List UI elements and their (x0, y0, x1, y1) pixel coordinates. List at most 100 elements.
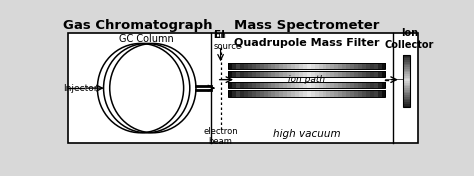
Bar (403, 84, 410, 86)
Bar (338, 90, 343, 97)
Bar (403, 71, 410, 73)
Bar (228, 90, 385, 97)
Bar (279, 63, 283, 69)
Bar (403, 67, 410, 69)
Bar (403, 95, 410, 97)
Bar (366, 63, 370, 69)
Bar (358, 82, 362, 88)
Bar (403, 55, 410, 107)
Bar (403, 105, 410, 107)
Bar (403, 97, 410, 99)
Bar (236, 71, 240, 77)
Bar (403, 62, 410, 64)
Bar (232, 63, 237, 69)
Bar (366, 82, 370, 88)
Bar (228, 90, 233, 97)
Bar (327, 82, 331, 88)
Bar (287, 63, 292, 69)
Bar (228, 63, 385, 69)
Bar (319, 90, 323, 97)
Bar (260, 90, 264, 97)
Bar (248, 82, 252, 88)
Bar (256, 71, 260, 77)
Bar (403, 100, 410, 102)
Bar (311, 90, 315, 97)
Text: ion
source: ion source (214, 32, 242, 51)
Bar (403, 86, 410, 88)
Bar (354, 71, 358, 77)
Bar (358, 90, 362, 97)
Bar (374, 90, 378, 97)
Bar (307, 63, 311, 69)
Bar (350, 82, 355, 88)
Bar (362, 90, 366, 97)
Bar (370, 90, 374, 97)
Bar (303, 82, 307, 88)
Bar (299, 82, 303, 88)
Bar (295, 63, 300, 69)
Bar (311, 71, 315, 77)
Bar (403, 76, 410, 78)
Bar (244, 82, 248, 88)
Bar (272, 71, 276, 77)
Bar (267, 82, 272, 88)
Bar (228, 90, 233, 97)
Bar (382, 63, 386, 69)
Bar (256, 90, 260, 97)
Bar (374, 82, 378, 88)
Bar (403, 90, 410, 92)
Bar (240, 63, 245, 69)
Bar (252, 63, 256, 69)
Bar (342, 63, 346, 69)
Bar (334, 63, 338, 69)
Bar (287, 71, 292, 77)
Bar (362, 63, 366, 69)
Bar (366, 71, 370, 77)
Bar (334, 90, 338, 97)
Text: EI: EI (214, 30, 225, 40)
Bar (319, 82, 323, 88)
Bar (374, 82, 378, 88)
Bar (279, 82, 283, 88)
Bar (275, 90, 280, 97)
Bar (283, 71, 288, 77)
Bar (264, 90, 268, 97)
Bar (338, 82, 343, 88)
Bar (330, 90, 335, 97)
Text: Ion
Collector: Ion Collector (384, 28, 434, 50)
Bar (330, 71, 335, 77)
Text: electron
beam: electron beam (203, 127, 238, 146)
Bar (264, 71, 268, 77)
Bar (382, 90, 386, 97)
Text: Mass Spectrometer: Mass Spectrometer (234, 19, 380, 32)
Bar (260, 71, 264, 77)
Bar (240, 82, 245, 88)
Bar (315, 63, 319, 69)
Bar (295, 90, 300, 97)
Text: GC Column: GC Column (119, 34, 174, 44)
Bar (311, 63, 315, 69)
Bar (403, 92, 410, 93)
Bar (350, 63, 355, 69)
Bar (228, 63, 233, 69)
Text: high vacuum: high vacuum (273, 128, 341, 139)
Bar (374, 90, 378, 97)
Bar (236, 82, 240, 88)
Bar (342, 71, 346, 77)
Bar (354, 82, 358, 88)
Bar (283, 82, 288, 88)
Bar (228, 82, 233, 88)
Bar (403, 104, 410, 106)
Bar (244, 90, 248, 97)
Bar (382, 63, 386, 69)
Bar (403, 81, 410, 83)
Bar (299, 63, 303, 69)
Bar (232, 71, 237, 77)
Bar (330, 63, 335, 69)
Bar (403, 72, 410, 74)
Bar (303, 63, 307, 69)
Bar (322, 90, 327, 97)
Bar (377, 63, 382, 69)
Bar (403, 65, 410, 67)
Bar (232, 90, 237, 97)
